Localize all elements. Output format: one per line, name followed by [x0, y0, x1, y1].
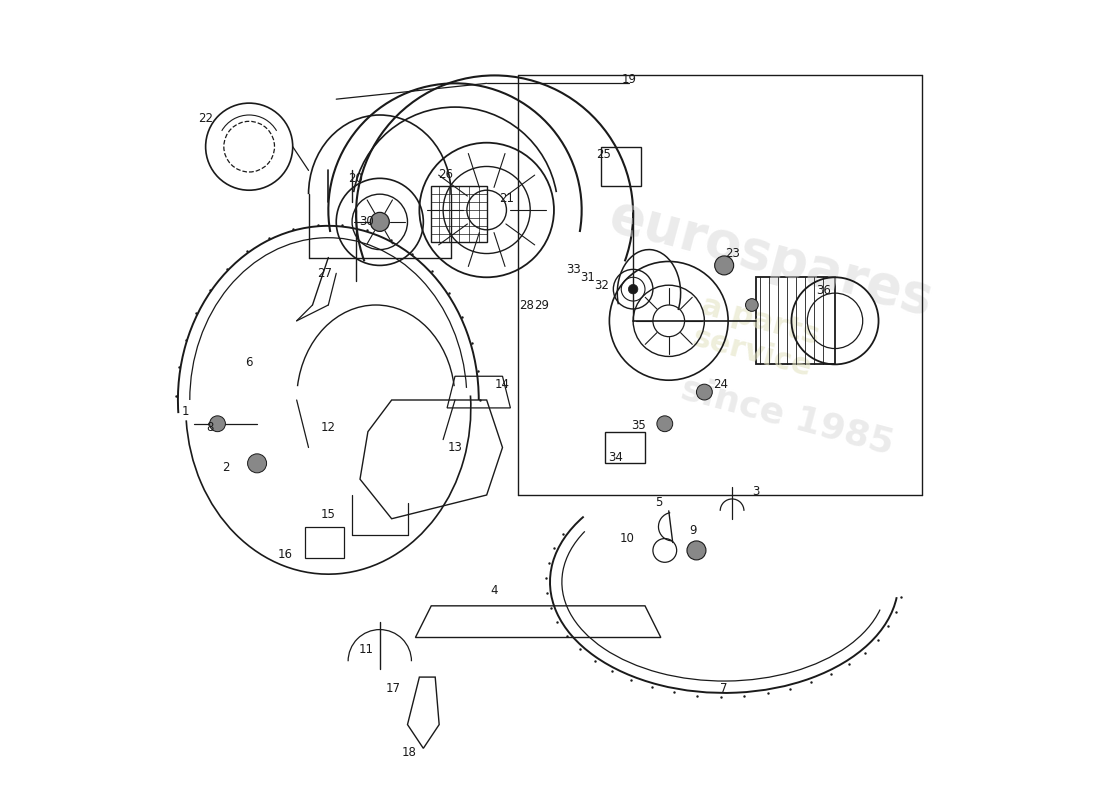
Text: 22: 22 [198, 113, 213, 126]
Text: 21: 21 [499, 192, 514, 205]
Text: 2: 2 [222, 461, 229, 474]
Text: eurospares: eurospares [604, 190, 939, 326]
Text: 7: 7 [720, 682, 728, 695]
Text: 12: 12 [321, 422, 336, 434]
Text: 24: 24 [713, 378, 728, 390]
Text: a parts
service: a parts service [689, 290, 823, 383]
Text: 16: 16 [277, 548, 293, 561]
Text: 10: 10 [620, 532, 635, 545]
Text: 31: 31 [581, 270, 595, 284]
Text: 25: 25 [596, 148, 612, 161]
Text: 34: 34 [608, 450, 623, 463]
Text: 32: 32 [594, 278, 609, 292]
Text: 19: 19 [621, 73, 637, 86]
Circle shape [746, 298, 758, 311]
Circle shape [248, 454, 266, 473]
Text: 9: 9 [689, 524, 696, 537]
Circle shape [657, 416, 673, 432]
Text: 36: 36 [816, 284, 831, 298]
Circle shape [715, 256, 734, 275]
Text: 20: 20 [349, 172, 363, 185]
Text: 3: 3 [752, 485, 759, 498]
Circle shape [688, 541, 706, 560]
Text: 1: 1 [183, 406, 189, 418]
Text: 5: 5 [656, 497, 663, 510]
Text: 27: 27 [317, 267, 332, 280]
Text: 13: 13 [448, 441, 462, 454]
Text: 18: 18 [402, 746, 417, 758]
Text: 8: 8 [206, 422, 213, 434]
Text: 14: 14 [495, 378, 510, 390]
Text: 29: 29 [535, 298, 550, 311]
Text: 23: 23 [725, 247, 739, 260]
Circle shape [210, 416, 225, 432]
Text: 35: 35 [631, 419, 646, 432]
Text: 33: 33 [566, 263, 581, 276]
Circle shape [371, 212, 389, 231]
Text: 6: 6 [245, 355, 253, 369]
Text: 26: 26 [438, 168, 453, 181]
Text: 17: 17 [386, 682, 400, 694]
Circle shape [696, 384, 713, 400]
Text: 15: 15 [321, 508, 336, 522]
Text: 4: 4 [491, 583, 498, 597]
Text: 30: 30 [359, 215, 374, 228]
Circle shape [628, 285, 638, 294]
Text: 28: 28 [519, 298, 534, 311]
Text: since 1985: since 1985 [678, 371, 898, 461]
Text: 11: 11 [359, 643, 374, 656]
